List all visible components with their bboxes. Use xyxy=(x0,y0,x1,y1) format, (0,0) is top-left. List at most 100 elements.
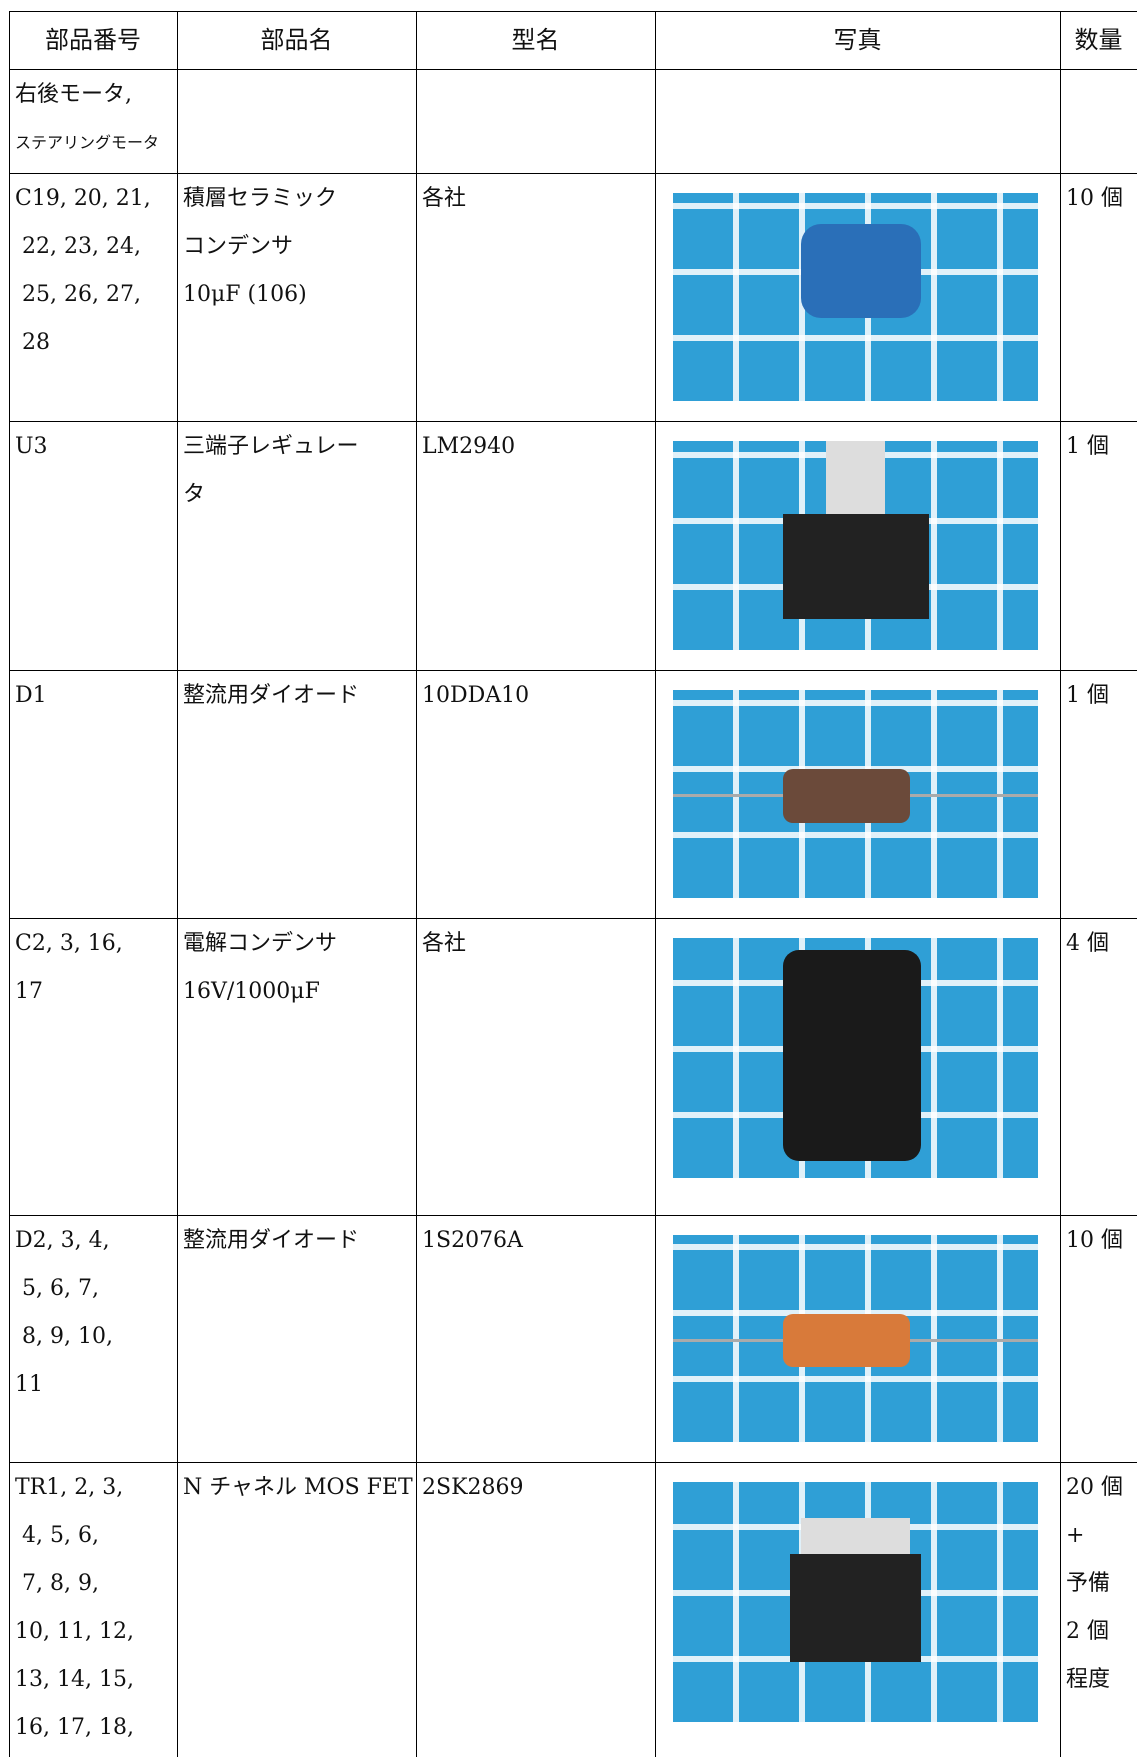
model-cell: 10DDA10 xyxy=(422,672,529,720)
qty-cell: 10 個 xyxy=(1066,175,1123,223)
cell-line: 4 個 xyxy=(1066,931,1109,956)
cell-line: 整流用ダイオード xyxy=(183,683,360,708)
part-no-cell: C19, 20, 21, 22, 23, 24, 25, 26, 27, 28 xyxy=(15,175,151,367)
qty-cell: 1 個 xyxy=(1066,423,1109,471)
name-cell: N チャネル MOS FET xyxy=(183,1464,413,1512)
header-cell: 部品名 xyxy=(260,26,333,54)
part-no-cell: C2, 3, 16, 17 xyxy=(15,920,123,1016)
cell-line: 1 個 xyxy=(1066,434,1109,459)
column-border xyxy=(9,11,10,1757)
cell-line: 右後モータ, xyxy=(15,82,132,107)
cell-line: タ xyxy=(183,482,206,507)
qty-cell: 4 個 xyxy=(1066,920,1109,968)
cell-line: 積層セラミック xyxy=(183,186,338,211)
cell-line: 10 個 xyxy=(1066,186,1123,211)
cell-line: 16V/1000μF xyxy=(183,979,320,1004)
cell-line: コンデンサ xyxy=(183,234,294,259)
column-border xyxy=(655,11,656,1757)
name-cell: 整流用ダイオード xyxy=(183,672,359,720)
component-shape xyxy=(782,769,911,824)
cell-line: C2, 3, 16, xyxy=(15,931,123,956)
row-border xyxy=(9,1462,1137,1463)
component-shape xyxy=(800,224,922,318)
cell-line: TR1, 2, 3, xyxy=(15,1475,124,1500)
component-shape xyxy=(782,514,929,619)
cell-line: 程度 xyxy=(1066,1667,1111,1692)
cell-line: 予備 xyxy=(1066,1571,1111,1596)
header-cell: 部品番号 xyxy=(45,26,141,54)
component-photo xyxy=(673,441,1038,650)
cell-line: 10μF (106) xyxy=(183,282,307,307)
part-no-cell: U3 xyxy=(15,423,48,471)
cell-line: 13, 14, 15, xyxy=(15,1667,134,1692)
cell-line: 10DDA10 xyxy=(422,683,530,708)
row-border xyxy=(9,11,1137,12)
component-shape xyxy=(789,1554,922,1662)
cell-line: 電解コンデンサ xyxy=(183,931,338,956)
row-border xyxy=(9,173,1137,174)
component-photo xyxy=(673,1235,1038,1442)
cell-line: U3 xyxy=(15,434,48,459)
cell-line: 17 xyxy=(15,979,43,1004)
part-no-cell: D2, 3, 4, 5, 6, 7, 8, 9, 10, 11 xyxy=(15,1217,113,1409)
cell-line: 1 個 xyxy=(1066,683,1109,708)
row-border xyxy=(9,421,1137,422)
model-cell: 各社 xyxy=(422,175,466,223)
cell-line: 16, 17, 18, xyxy=(15,1715,134,1740)
cell-line: 25, 26, 27, xyxy=(15,282,141,307)
header-cell: 数量 xyxy=(1074,26,1123,54)
column-border xyxy=(177,11,178,1757)
row-border xyxy=(9,69,1137,70)
column-border xyxy=(416,11,417,1757)
component-shape xyxy=(782,1313,911,1368)
cell-line: 4, 5, 6, xyxy=(15,1523,99,1548)
cell-line: 三端子レギュレー xyxy=(183,434,359,459)
cell-line: C19, 20, 21, xyxy=(15,186,151,211)
column-border xyxy=(1060,11,1061,1757)
cell-line: D1 xyxy=(15,683,47,708)
model-cell: 各社 xyxy=(422,920,466,968)
header-cell: 写真 xyxy=(833,26,882,54)
row-border xyxy=(9,670,1137,671)
cell-line: 整流用ダイオード xyxy=(183,1228,360,1253)
cell-line: 各社 xyxy=(422,186,467,211)
cell-line: LM2940 xyxy=(422,434,516,459)
name-cell: 整流用ダイオード xyxy=(183,1217,359,1265)
cell-line: + xyxy=(1066,1523,1085,1548)
component-shape xyxy=(782,950,922,1162)
name-cell: 電解コンデンサ 16V/1000μF xyxy=(183,920,337,1016)
component-photo xyxy=(673,690,1038,898)
cell-line: 1S2076A xyxy=(422,1228,523,1253)
cell-line: 10 個 xyxy=(1066,1228,1123,1253)
cell-line: N チャネル MOS FET xyxy=(183,1475,413,1500)
cell-line: 28 xyxy=(15,330,50,355)
model-cell: 1S2076A xyxy=(422,1217,523,1265)
qty-cell: 10 個 xyxy=(1066,1217,1123,1265)
row-border xyxy=(9,1215,1137,1216)
name-cell: 積層セラミック コンデンサ 10μF (106) xyxy=(183,175,337,319)
cell-line: 10, 11, 12, xyxy=(15,1619,134,1644)
qty-cell: 20 個 + 予備 2 個程度 xyxy=(1066,1464,1123,1704)
cell-line: 7, 8, 9, xyxy=(15,1571,99,1596)
part-no-cell: TR1, 2, 3, 4, 5, 6, 7, 8, 9, 10, 11, 12, 1… xyxy=(15,1464,134,1752)
row-border xyxy=(9,918,1137,919)
cell-line: 20 個 xyxy=(1066,1475,1123,1500)
cell-line: 2SK2869 xyxy=(422,1475,524,1500)
part-no-cell: 右後モータ, ステアリングモータ xyxy=(15,71,159,167)
cell-line: 22, 23, 24, xyxy=(15,234,141,259)
model-cell: 2SK2869 xyxy=(422,1464,524,1512)
cell-line: 8, 9, 10, xyxy=(15,1324,113,1349)
component-photo xyxy=(673,193,1038,401)
cell-line: 11 xyxy=(15,1372,43,1397)
cell-line: 各社 xyxy=(422,931,467,956)
component-photo xyxy=(673,1482,1038,1722)
qty-cell: 1 個 xyxy=(1066,672,1109,720)
name-cell: 三端子レギュレータ xyxy=(183,423,359,519)
header-cell: 型名 xyxy=(511,26,560,54)
cell-line: ステアリングモータ xyxy=(15,133,160,152)
model-cell: LM2940 xyxy=(422,423,515,471)
cell-line: 2 個 xyxy=(1066,1619,1109,1644)
cell-line: 5, 6, 7, xyxy=(15,1276,99,1301)
cell-line: D2, 3, 4, xyxy=(15,1228,110,1253)
